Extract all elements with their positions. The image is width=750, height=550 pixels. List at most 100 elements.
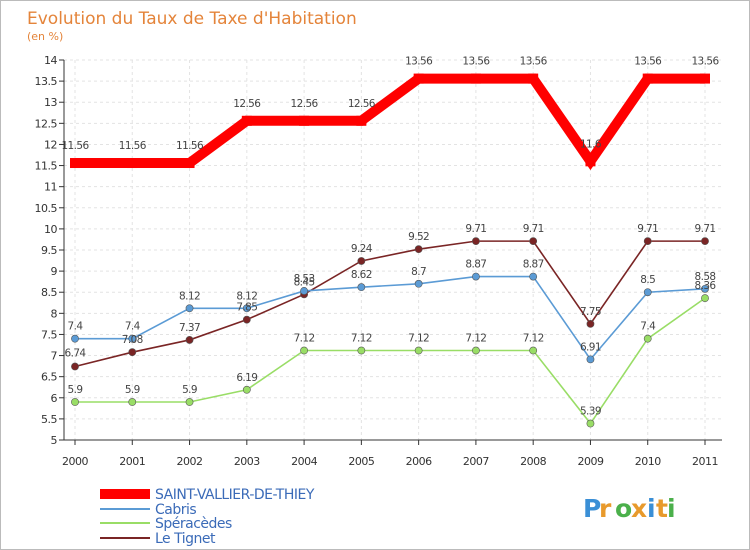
logo-letter: i [647, 494, 656, 523]
series-line-1 [75, 275, 706, 361]
data-point [413, 73, 424, 84]
data-point [472, 272, 480, 281]
chart-title: Evolution du Taux de Taxe d'Habitation [27, 9, 357, 29]
data-label: 7.12 [294, 332, 315, 344]
data-label: 9.71 [695, 223, 716, 235]
series-line-0 [75, 73, 705, 171]
data-point [71, 398, 79, 406]
data-point [529, 272, 538, 281]
data-point [701, 237, 709, 246]
y-tick-label: 12.5 [35, 117, 58, 130]
data-label: 11.56 [61, 140, 89, 152]
y-tick-label: 13 [44, 96, 57, 109]
data-label: 9.71 [523, 223, 544, 235]
data-point [128, 348, 137, 357]
y-tick-label: 5.5 [41, 413, 57, 426]
x-tick-label: 2003 [234, 455, 260, 468]
legend: SAINT-VALLIER-DE-THIEYCabrisSpéracèdesLe… [100, 487, 315, 547]
data-label: 7.4 [125, 321, 141, 333]
data-label: 7.12 [408, 332, 429, 344]
data-label: 8.53 [294, 273, 315, 285]
data-label: 8.58 [695, 271, 716, 283]
data-point [241, 115, 252, 126]
logo-letter: P [583, 494, 601, 523]
logo-letter: i [667, 494, 676, 523]
y-tick-label: 6 [51, 392, 58, 405]
data-label: 5.9 [125, 384, 140, 396]
data-label: 8.87 [523, 259, 544, 271]
data-point [300, 346, 308, 355]
data-point [357, 346, 366, 355]
data-label: 9.52 [408, 231, 429, 243]
data-label: 11.6 [580, 138, 602, 150]
data-label: 8.5 [640, 274, 655, 286]
data-point [128, 398, 137, 406]
x-tick-label: 2005 [348, 455, 374, 468]
data-label: 7.85 [236, 302, 257, 314]
logo-letter: o [615, 494, 632, 523]
data-label: 11.56 [176, 140, 204, 152]
y-tick-label: 14 [44, 54, 57, 67]
data-point [586, 355, 595, 364]
y-tick-label: 10 [44, 223, 57, 236]
data-label: 6.91 [580, 341, 601, 353]
data-point [185, 398, 194, 406]
data-point [701, 284, 709, 293]
logo-letter: t [656, 494, 668, 523]
data-label: 13.56 [691, 56, 719, 68]
data-point [700, 73, 710, 84]
data-point [70, 158, 80, 169]
data-label: 7.4 [68, 321, 84, 333]
data-point [472, 237, 480, 246]
data-point [472, 346, 480, 355]
data-point [470, 73, 481, 84]
data-label: 8.45 [294, 276, 315, 288]
x-tick-label: 2009 [577, 455, 603, 468]
data-label: 8.12 [179, 290, 200, 302]
data-point [184, 158, 195, 169]
logo-letter: r [599, 494, 612, 523]
data-label: 13.56 [405, 56, 433, 68]
x-tick-label: 2008 [520, 455, 546, 468]
logo-letter: x [631, 494, 647, 523]
y-tick-label: 6.5 [41, 371, 57, 384]
data-label: 13.56 [462, 56, 490, 68]
data-point [128, 334, 137, 343]
data-label: 7.4 [640, 321, 656, 333]
data-point [357, 283, 366, 292]
data-point [356, 115, 367, 126]
data-point [528, 73, 539, 84]
y-tick-label: 8 [51, 307, 58, 320]
series-line-3 [74, 240, 705, 368]
legend-label: SAINT-VALLIER-DE-THIEY [155, 487, 315, 503]
data-point [242, 304, 251, 313]
data-point [185, 336, 194, 344]
data-label: 9.71 [465, 223, 486, 235]
data-point [414, 245, 423, 254]
y-tick-label: 9.5 [41, 244, 57, 257]
y-tick-label: 13.5 [35, 75, 58, 88]
data-point [127, 158, 138, 169]
data-point [242, 385, 251, 394]
y-tick-label: 7.5 [41, 328, 57, 341]
data-label: 7.12 [465, 332, 486, 344]
data-point [643, 288, 652, 297]
data-label: 12.56 [291, 98, 319, 110]
data-label: 7.37 [179, 322, 200, 334]
data-label: 11.56 [119, 140, 147, 152]
y-tick-label: 7 [51, 350, 58, 363]
data-label: 7.08 [122, 334, 143, 346]
y-tick-label: 12 [44, 138, 57, 151]
data-point [242, 315, 251, 324]
data-point [185, 304, 194, 313]
data-point [642, 73, 653, 84]
x-tick-label: 2010 [635, 455, 661, 468]
data-point [414, 346, 423, 355]
data-label: 12.56 [348, 98, 376, 110]
data-point [529, 346, 538, 355]
data-label: 7.75 [580, 306, 601, 318]
data-point [299, 115, 310, 126]
data-point [585, 156, 596, 167]
proxiti-logo: Pr ox i t i [583, 494, 676, 523]
